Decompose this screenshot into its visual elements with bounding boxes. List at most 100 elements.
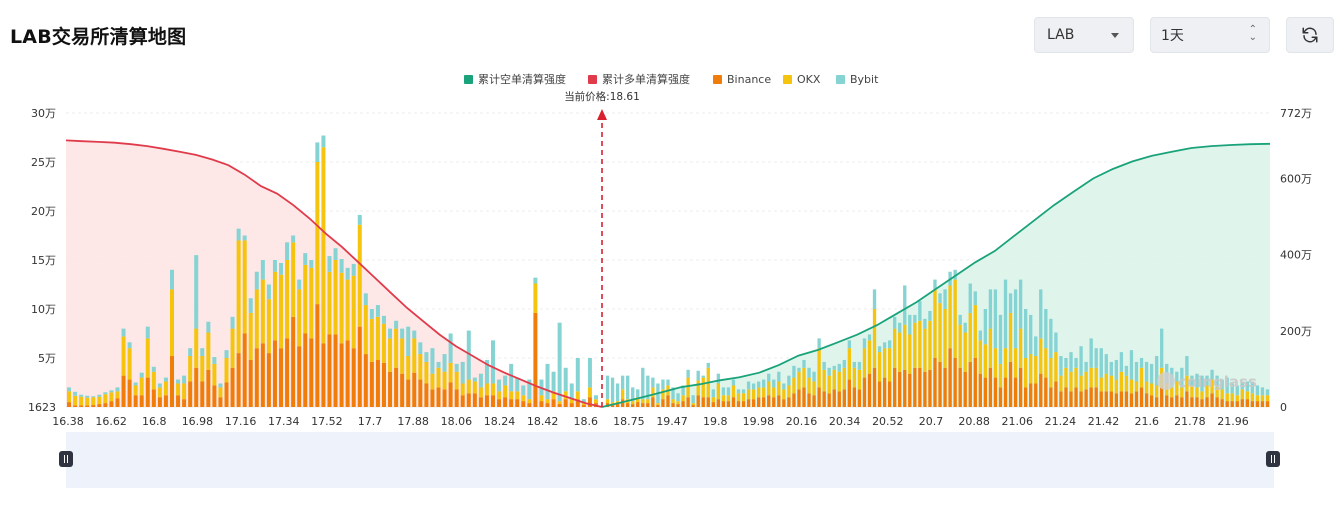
short-bar-okx — [887, 348, 892, 382]
short-bar-bybit — [887, 340, 892, 349]
long-bar-bybit — [212, 357, 217, 364]
long-bar-okx — [291, 242, 296, 317]
long-bar-binance — [206, 369, 211, 407]
long-bar-binance — [454, 389, 459, 407]
long-bar-bybit — [133, 382, 138, 386]
long-bar-bybit — [472, 377, 477, 382]
short-bar-binance — [882, 377, 887, 407]
short-bar-okx — [787, 385, 791, 398]
long-bar-binance — [194, 367, 199, 407]
short-bar-bybit — [716, 373, 721, 384]
x-tick-label: 18.75 — [613, 415, 645, 428]
long-bar-bybit — [563, 367, 568, 392]
long-bar-okx — [212, 363, 217, 386]
short-bar-binance — [696, 395, 700, 407]
short-bar-bybit — [1154, 356, 1159, 386]
legend-swatch — [783, 75, 792, 84]
long-bar-bybit — [309, 260, 314, 268]
long-bar-binance — [394, 367, 399, 407]
long-bar-okx — [569, 399, 574, 404]
long-bar-bybit — [206, 321, 211, 333]
long-bar-bybit — [145, 326, 150, 339]
long-bar-okx — [442, 371, 447, 390]
slider-handle-right[interactable] — [1266, 451, 1280, 467]
long-bar-binance — [539, 401, 544, 407]
short-bar-binance — [731, 397, 736, 407]
short-bar-binance — [1144, 393, 1149, 407]
short-bar-okx — [862, 348, 867, 378]
short-bar-okx — [1250, 393, 1255, 402]
short-bar-bybit — [1149, 363, 1154, 384]
long-bar-binance — [424, 383, 429, 407]
short-bar-bybit — [756, 381, 761, 388]
short-bar-okx — [1084, 371, 1088, 390]
short-bar-bybit — [837, 363, 841, 372]
long-bar-okx — [515, 391, 520, 400]
short-bar-okx — [867, 340, 872, 374]
long-bar-bybit — [527, 379, 532, 400]
short-bar-okx — [1024, 358, 1028, 388]
x-tick-label: 17.88 — [397, 415, 429, 428]
range-slider[interactable] — [59, 432, 1280, 488]
short-bar-okx — [636, 397, 640, 403]
short-bar-bybit — [1089, 338, 1093, 368]
short-bar-okx — [1018, 328, 1023, 368]
long-bar-okx — [73, 395, 78, 406]
long-bar-bybit — [97, 394, 102, 397]
long-bar-bybit — [139, 372, 144, 378]
short-bar-binance — [610, 405, 615, 407]
short-bar-binance — [691, 405, 695, 407]
short-bar-binance — [893, 367, 897, 407]
long-bar-okx — [430, 373, 435, 390]
long-bar-okx — [460, 383, 465, 396]
short-bar-okx — [913, 322, 917, 368]
short-bar-okx — [1109, 375, 1113, 392]
long-bar-bybit — [503, 375, 508, 386]
short-bar-bybit — [1235, 385, 1239, 396]
short-bar-okx — [746, 389, 751, 400]
y-left-tick-label: 15万 — [31, 254, 56, 267]
short-bar-binance — [918, 367, 922, 407]
long-bar-okx — [406, 356, 411, 380]
long-bar-okx — [593, 399, 598, 404]
long-bar-binance — [375, 359, 380, 407]
short-bar-binance — [842, 389, 846, 407]
long-bar-binance — [176, 395, 181, 407]
short-bar-bybit — [711, 389, 715, 398]
long-bar-okx — [491, 383, 496, 396]
short-bar-binance — [1079, 391, 1083, 407]
slider-handle-left[interactable] — [59, 451, 73, 467]
y-left-tick-label: 10万 — [31, 303, 56, 316]
short-bar-okx — [1079, 375, 1083, 392]
short-cumulative-line — [601, 142, 1271, 408]
short-bar-okx — [1114, 379, 1119, 394]
short-bar-binance — [1039, 373, 1043, 407]
short-bar-okx — [1104, 373, 1108, 392]
long-bar-binance — [291, 316, 296, 407]
x-tick-label: 20.16 — [786, 415, 818, 428]
short-bar-bybit — [827, 367, 831, 376]
short-bar-binance — [1119, 391, 1124, 407]
x-tick-label: 19.47 — [656, 415, 688, 428]
short-bar-okx — [882, 348, 887, 378]
long-bar-bybit — [254, 271, 259, 290]
range-select[interactable]: 1天 ⌃ ⌄ — [1150, 17, 1270, 53]
long-bar-okx — [109, 392, 114, 402]
short-bar-bybit — [1210, 369, 1214, 380]
short-bar-bybit — [1109, 361, 1113, 376]
long-bar-bybit — [442, 354, 447, 372]
refresh-button[interactable] — [1286, 17, 1334, 53]
symbol-select[interactable]: LAB — [1034, 17, 1134, 53]
short-bar-okx — [993, 348, 998, 378]
short-bar-binance — [787, 397, 791, 407]
short-bar-okx — [681, 395, 685, 402]
long-bar-binance — [351, 348, 356, 407]
long-bar-binance — [448, 382, 453, 407]
short-bar-binance — [646, 403, 650, 407]
long-bar-bybit — [248, 298, 253, 313]
short-bar-bybit — [676, 393, 680, 402]
short-bar-binance — [1255, 401, 1260, 407]
long-bar-okx — [127, 348, 132, 380]
short-bar-okx — [1240, 389, 1244, 400]
short-bar-bybit — [807, 367, 811, 378]
